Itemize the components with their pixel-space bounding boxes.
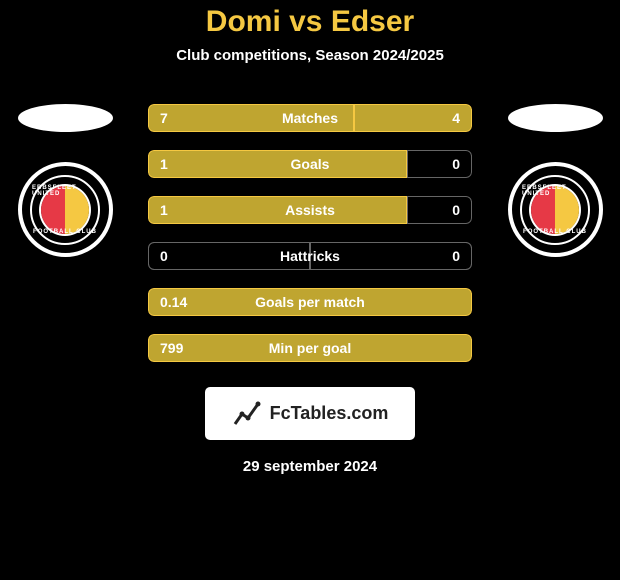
club-badge-inner: EBBSFLEET UNITED FOOTBALL CLUB [30,175,100,245]
stat-value-right: 4 [452,110,460,126]
fctables-icon [232,398,264,430]
stat-value-left: 1 [160,202,168,218]
fctables-logo-text: FcTables.com [270,403,389,424]
stat-value-left: 1 [160,156,168,172]
stat-row: Min per goal 799 [148,334,472,362]
player-silhouette-right [508,104,603,132]
stat-row: Goals 1 0 [148,150,472,178]
subtitle: Club competitions, Season 2024/2025 [176,47,444,64]
content-row: EBBSFLEET UNITED FOOTBALL CLUB Matches 7 4… [0,104,620,362]
player-right-column: EBBSFLEET UNITED FOOTBALL CLUB [500,104,610,257]
badge-text-top: EBBSFLEET UNITED [522,185,588,197]
stat-row: Hattricks 0 0 [148,242,472,270]
stat-label: Goals per match [255,294,365,310]
badge-text-bottom: FOOTBALL CLUB [523,229,587,235]
club-badge-right: EBBSFLEET UNITED FOOTBALL CLUB [508,162,603,257]
stat-value-right: 0 [452,202,460,218]
stat-label: Matches [282,110,338,126]
player-left-column: EBBSFLEET UNITED FOOTBALL CLUB [10,104,120,257]
badge-text-bottom: FOOTBALL CLUB [33,229,97,235]
fctables-logo[interactable]: FcTables.com [205,387,415,440]
stat-label: Min per goal [269,340,351,356]
badge-text-top: EBBSFLEET UNITED [32,185,98,197]
page-title: Domi vs Edser [206,5,414,39]
club-badge-left: EBBSFLEET UNITED FOOTBALL CLUB [18,162,113,257]
stat-value-left: 0 [160,248,168,264]
stats-column: Matches74Goals10Assists10Hattricks00Goal… [130,104,490,362]
stat-label: Hattricks [280,248,340,264]
stat-label: Goals [291,156,330,172]
stat-value-right: 0 [452,248,460,264]
stat-row: Goals per match 0.14 [148,288,472,316]
stat-label: Assists [285,202,335,218]
stat-value-right: 0 [452,156,460,172]
date-text: 29 september 2024 [243,458,377,475]
club-badge-inner: EBBSFLEET UNITED FOOTBALL CLUB [520,175,590,245]
stat-row: Matches 7 4 [148,104,472,132]
player-silhouette-left [18,104,113,132]
comparison-container: Domi vs Edser Club competitions, Season … [0,0,620,475]
stat-value-left: 7 [160,110,168,126]
stat-row: Assists 1 0 [148,196,472,224]
stat-value-left: 0.14 [160,294,187,310]
stat-value-left: 799 [160,340,183,356]
